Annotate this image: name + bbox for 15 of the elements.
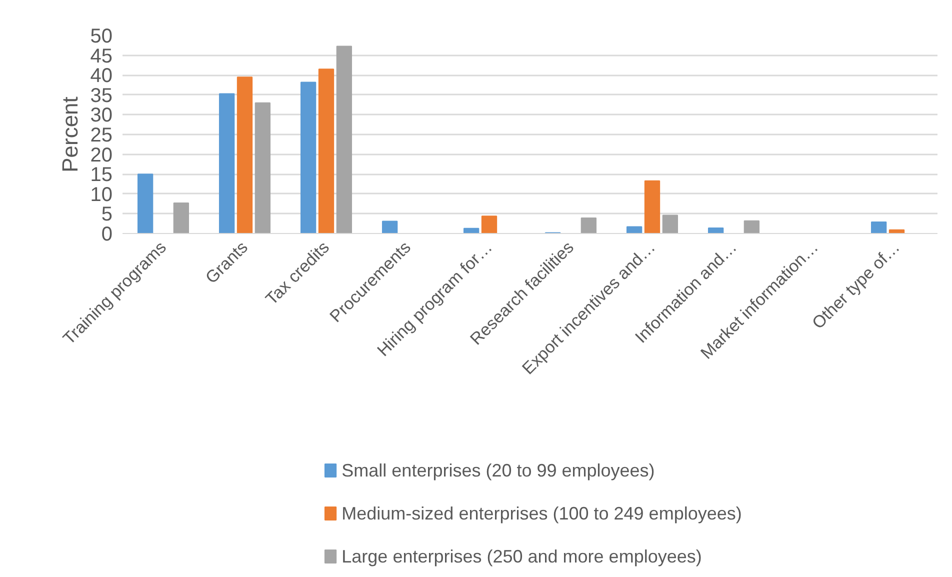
y-tick-label: 45 (90, 45, 113, 68)
legend-label: Large enterprises (250 and more employees) (342, 546, 702, 566)
y-tick-label: 35 (90, 84, 113, 107)
y-tick-label: 20 (90, 144, 113, 166)
y-tick-label: 5 (101, 204, 112, 226)
y-axis-title: Percent (57, 96, 82, 172)
y-tick-label: 15 (90, 164, 113, 186)
y-tick-label: 30 (90, 104, 113, 127)
legend-label: Small enterprises (20 to 99 employees) (342, 460, 655, 480)
y-tick-label: 40 (90, 65, 113, 88)
y-tick-label: 10 (90, 184, 113, 206)
legend-label: Medium-sized enterprises (100 to 249 employees) (342, 504, 742, 524)
y-tick-label: 50 (90, 26, 113, 48)
y-tick-label: 25 (90, 124, 113, 146)
y-tick-label: 0 (101, 224, 112, 246)
